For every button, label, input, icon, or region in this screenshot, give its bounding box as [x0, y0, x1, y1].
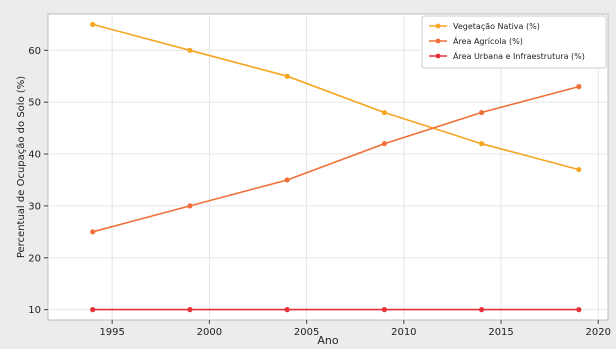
legend-label: Área Agrícola (%): [453, 35, 523, 46]
legend-item: Área Agrícola (%): [429, 35, 523, 46]
data-point: [479, 109, 485, 116]
series-1: [90, 21, 582, 173]
data-point: [381, 307, 387, 313]
series-group: [90, 21, 582, 313]
x-tick-label: 2010: [391, 327, 416, 338]
legend-swatch-marker: [435, 38, 441, 44]
series-line: [92, 23, 580, 171]
data-point: [284, 73, 290, 79]
legend-item: Vegetação Nativa (%): [429, 22, 540, 31]
x-tick-label: 1995: [99, 327, 124, 338]
legend-item: Área Urbana e Infraestrutura (%): [429, 50, 585, 61]
y-axis-label: Percentual de Ocupação do Solo (%): [16, 76, 27, 258]
legend-box: [421, 15, 607, 69]
data-point: [90, 21, 96, 27]
data-point: [381, 109, 387, 116]
data-point: [576, 84, 582, 90]
legend-swatch-marker: [435, 23, 441, 29]
data-point: [187, 307, 193, 313]
data-point: [479, 307, 485, 313]
data-point: [576, 166, 582, 173]
y-tick-label: 40: [28, 150, 41, 161]
x-tick-label: 2005: [294, 327, 319, 338]
series-2: [90, 84, 582, 235]
data-point: [284, 177, 290, 183]
y-tick-label: 20: [28, 253, 41, 264]
y-tick-label: 60: [28, 46, 41, 57]
y-tick-label: 50: [28, 98, 41, 109]
legend-label: Área Urbana e Infraestrutura (%): [453, 50, 585, 61]
data-point: [284, 307, 290, 313]
legend-swatch-marker: [435, 53, 441, 59]
legend: Vegetação Nativa (%) Área Agrícola (%) Áre…: [421, 15, 607, 69]
legend-label: Vegetação Nativa (%): [453, 22, 540, 31]
data-point: [479, 141, 485, 147]
series-3: [90, 307, 582, 313]
series-line: [92, 85, 580, 233]
data-point: [381, 141, 387, 147]
data-point: [576, 307, 582, 313]
x-tick-label: 2000: [197, 327, 222, 338]
data-point: [90, 307, 96, 313]
axes: 1995 2000 2005 2010 2015 2020 10 20 30 40 50 60: [28, 46, 611, 338]
y-tick-label: 10: [28, 305, 41, 316]
x-tick-label: 2015: [488, 327, 513, 338]
data-point: [187, 203, 193, 209]
data-point: [90, 229, 96, 235]
x-tick-label: 2020: [586, 327, 611, 338]
x-axis-label: Ano: [317, 334, 338, 345]
data-point: [187, 47, 193, 53]
y-tick-label: 30: [28, 201, 41, 212]
